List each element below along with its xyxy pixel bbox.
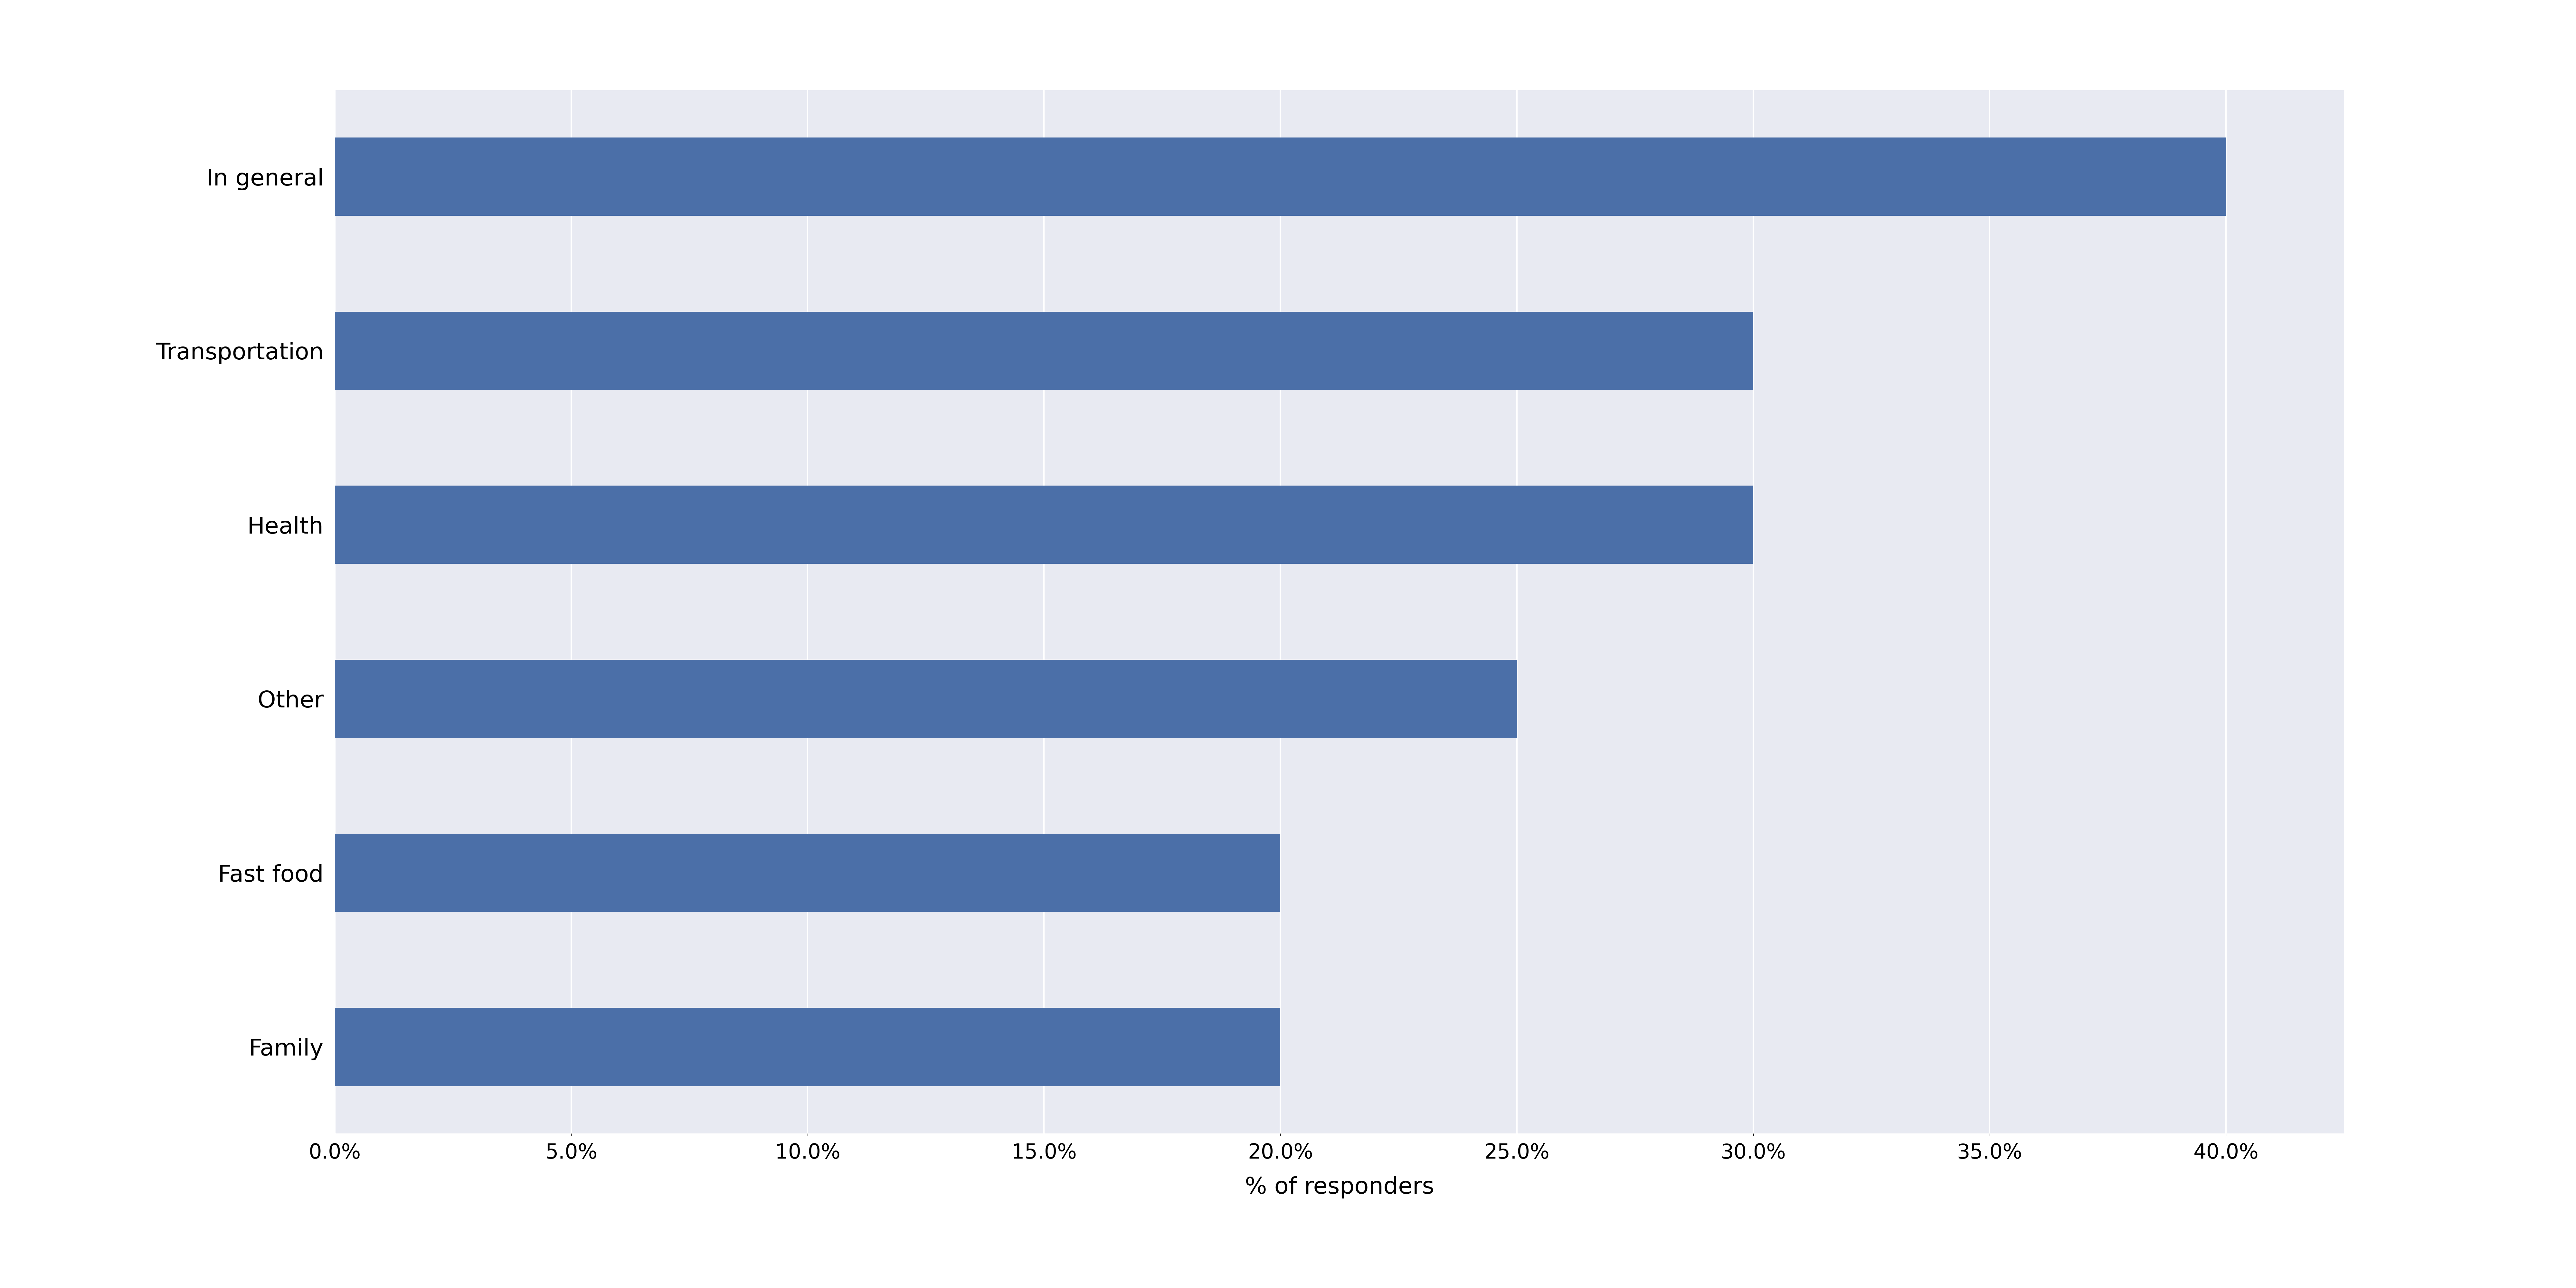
Bar (335, 833, 1280, 912)
Bar (335, 138, 2226, 216)
Bar (335, 1007, 1280, 1086)
Bar (335, 486, 1754, 564)
Bar (335, 312, 1754, 390)
X-axis label: % of responders: % of responders (1244, 1176, 1435, 1198)
Bar (335, 659, 1517, 738)
